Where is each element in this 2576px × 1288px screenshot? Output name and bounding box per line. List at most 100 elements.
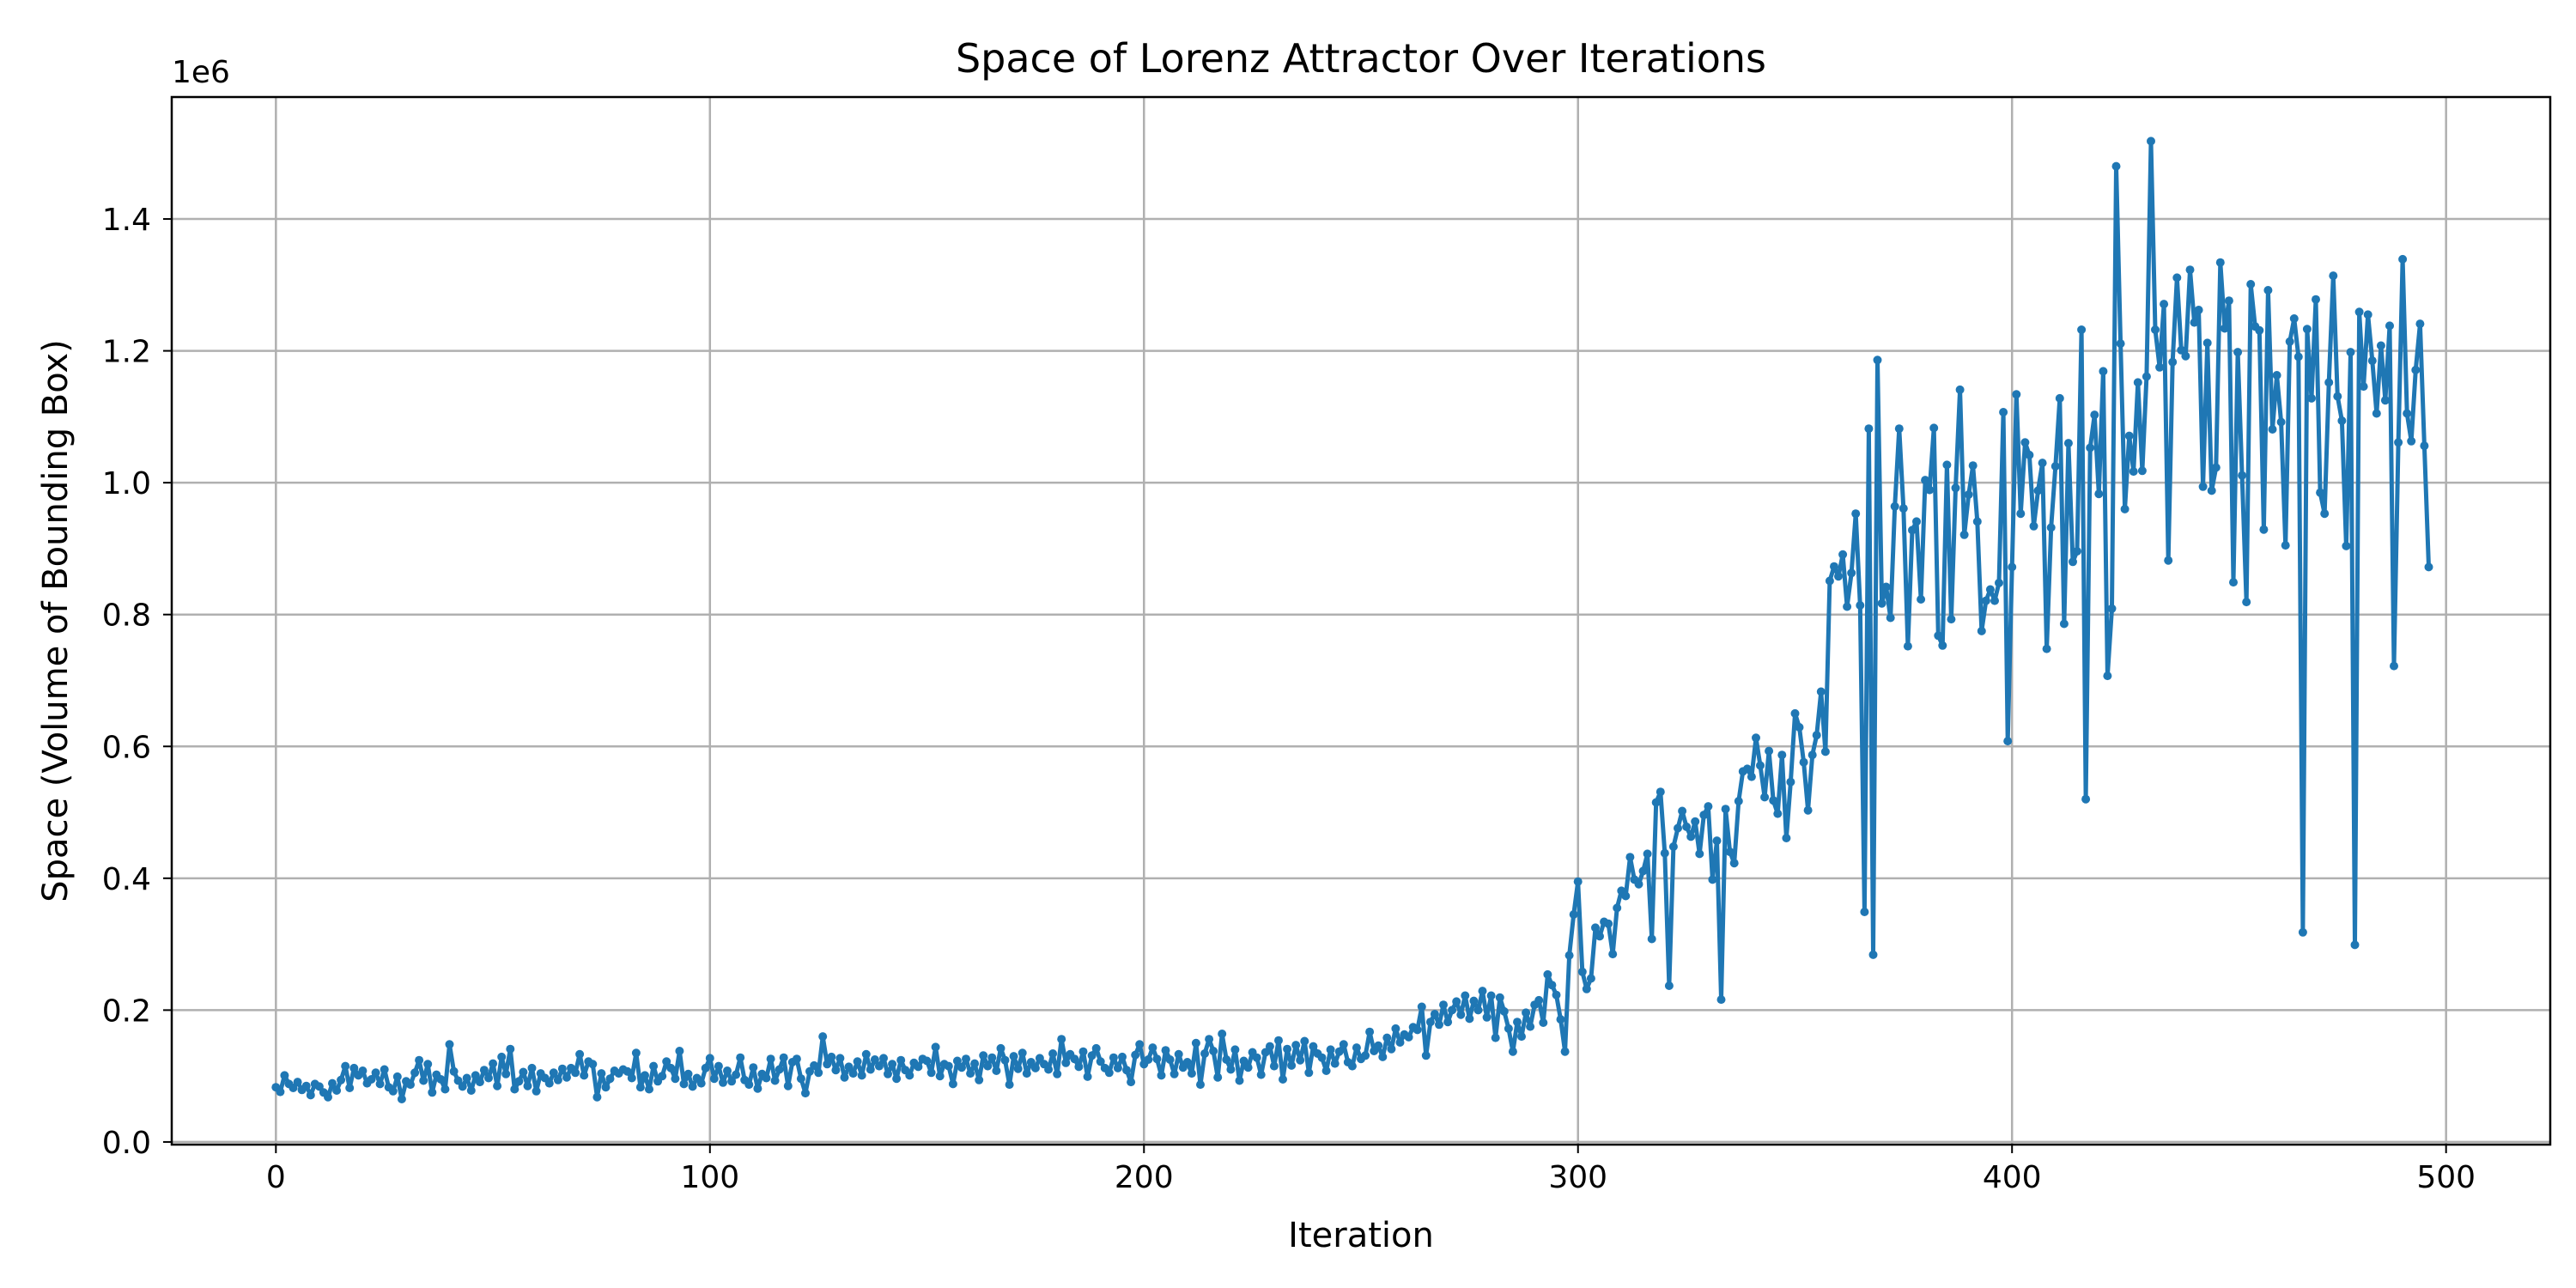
data-point (884, 1069, 892, 1078)
data-point (1908, 526, 1917, 535)
data-point (853, 1057, 862, 1066)
chart-title: Space of Lorenz Attractor Over Iteration… (956, 35, 1766, 82)
data-point (484, 1073, 493, 1083)
data-point (532, 1086, 541, 1096)
data-point (2008, 562, 2017, 572)
data-point (1261, 1048, 1270, 1057)
data-point (489, 1059, 498, 1068)
data-point (2298, 927, 2307, 937)
y-tick-label: 0.2 (102, 993, 151, 1029)
data-point (415, 1055, 424, 1065)
data-point (631, 1048, 641, 1058)
data-point (1279, 1075, 1287, 1084)
data-point (493, 1081, 502, 1091)
data-point (2359, 382, 2368, 392)
data-point (1981, 596, 1990, 605)
data-point (1752, 733, 1760, 743)
data-point (983, 1061, 993, 1071)
data-point (2168, 357, 2178, 367)
data-point (2380, 396, 2390, 405)
data-point (2077, 325, 2087, 334)
data-point (375, 1079, 385, 1089)
data-point (2238, 471, 2247, 480)
data-point (823, 1060, 832, 1069)
data-point (475, 1078, 484, 1087)
data-point (479, 1066, 489, 1075)
data-point (1608, 950, 1618, 959)
data-point (2055, 393, 2064, 403)
data-point (783, 1081, 793, 1091)
data-point (293, 1078, 302, 1087)
data-point (658, 1072, 667, 1081)
data-point (1078, 1047, 1088, 1056)
data-point (723, 1066, 732, 1075)
data-point (840, 1072, 849, 1082)
data-point (1425, 1018, 1435, 1027)
data-point (732, 1070, 741, 1079)
data-point (1721, 805, 1730, 814)
data-point (1239, 1056, 1249, 1066)
data-point (1070, 1054, 1079, 1064)
data-point (1543, 969, 1552, 979)
data-point (306, 1091, 315, 1100)
data-point (675, 1047, 684, 1055)
plot-area (172, 97, 2550, 1145)
data-point (1161, 1046, 1170, 1055)
data-point (2073, 547, 2081, 556)
data-point (1122, 1066, 1131, 1075)
data-point (1534, 995, 1544, 1005)
data-point (1413, 1025, 1422, 1035)
data-point (927, 1068, 936, 1078)
data-point (1647, 934, 1656, 944)
data-point (1552, 990, 1561, 999)
data-point (1990, 596, 1999, 605)
data-point (1699, 811, 1709, 820)
data-point (1825, 576, 1834, 586)
data-point (1391, 1024, 1400, 1033)
data-point (814, 1068, 823, 1078)
data-point (1625, 853, 1635, 862)
data-point (519, 1067, 528, 1077)
data-point (1296, 1055, 1305, 1065)
data-point (449, 1066, 459, 1076)
data-point (1569, 910, 1578, 919)
data-point (1144, 1055, 1153, 1064)
data-point (1668, 842, 1678, 851)
data-point (2107, 604, 2117, 613)
data-point (2268, 425, 2277, 434)
data-point (1083, 1072, 1092, 1081)
data-point (975, 1075, 984, 1084)
data-point (1903, 641, 1912, 651)
data-point (753, 1084, 762, 1093)
y-tick-label: 1.0 (102, 466, 151, 501)
data-point (2129, 467, 2138, 477)
data-point (1638, 866, 1648, 876)
data-point (597, 1069, 606, 1078)
data-point (1686, 832, 1696, 841)
data-point (1682, 822, 1692, 831)
data-point (2215, 258, 2225, 267)
y-offset-label: 1e6 (172, 55, 230, 90)
data-point (601, 1083, 611, 1092)
data-point (1964, 490, 1973, 499)
data-point (2302, 325, 2312, 334)
data-point (1213, 1072, 1223, 1082)
data-point (506, 1044, 515, 1054)
data-point (1539, 1018, 1548, 1027)
data-point (1678, 806, 1687, 816)
data-point (1968, 461, 1978, 471)
data-point (2147, 137, 2155, 146)
data-point (1486, 991, 1496, 1000)
data-point (1044, 1065, 1054, 1074)
data-point (406, 1080, 415, 1090)
data-point (2029, 521, 2038, 531)
data-point (688, 1082, 697, 1091)
data-point (970, 1059, 980, 1068)
data-point (497, 1052, 507, 1061)
data-point (2155, 362, 2165, 372)
data-point (1365, 1027, 1375, 1036)
data-point (1226, 1065, 1236, 1074)
data-point (2281, 541, 2290, 550)
data-point (796, 1074, 805, 1084)
